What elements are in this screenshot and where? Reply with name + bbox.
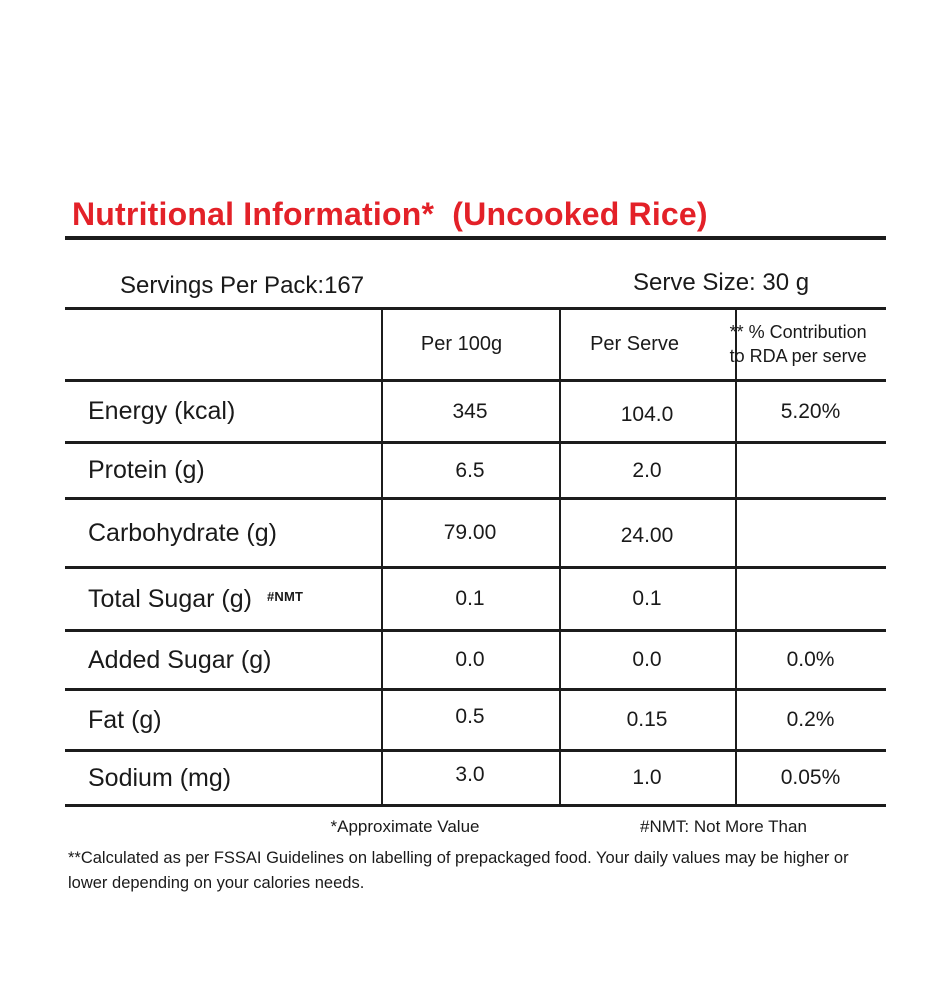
row-label: Added Sugar (g): [88, 645, 272, 674]
table-line-top: [65, 307, 886, 310]
table-line: [65, 379, 886, 382]
column-divider: [559, 307, 561, 807]
table-line: [65, 441, 886, 444]
value-per-100g: 0.5: [455, 705, 485, 728]
value-rda: 0.0%: [786, 648, 835, 671]
value-per-serve: 0.15: [626, 708, 668, 731]
header-rda-contribution: ** % Contribution to RDA per serve: [729, 321, 867, 366]
footnote-nmt: #NMT: Not More Than: [640, 817, 807, 836]
servings-per-pack: Servings Per Pack:167: [120, 272, 365, 299]
value-per-serve: 2.0: [632, 458, 662, 482]
value-per-100g: 6.5: [455, 458, 485, 482]
table-row-energy: Energy (kcal) 345 104.0 5.20%: [65, 382, 886, 441]
value-rda: 0.2%: [786, 708, 835, 731]
value-per-100g: 345: [452, 399, 488, 423]
value-per-100g: 3.0: [455, 763, 485, 786]
footnote-approximate-value: *Approximate Value: [330, 817, 480, 836]
table-row-sodium: Sodium (mg) 3.0 1.0 0.05%: [65, 752, 886, 804]
value-per-100g: 0.0: [455, 648, 485, 671]
header-per-serve: Per Serve: [590, 333, 679, 355]
table-line: [65, 566, 886, 569]
row-label: Sodium (mg): [88, 763, 232, 792]
value-per-100g: 79.00: [443, 521, 497, 544]
serve-size: Serve Size: 30 g: [633, 269, 810, 296]
table-row-protein: Protein (g) 6.5 2.0: [65, 444, 886, 497]
table-row-carbohydrate: Carbohydrate (g) 79.00 24.00: [65, 500, 886, 566]
row-label: Fat (g): [88, 705, 162, 734]
value-per-100g: 0.1: [455, 587, 485, 610]
page-title: Nutritional Information* (Uncooked Rice): [72, 196, 708, 232]
header-per-100g: Per 100g: [420, 333, 503, 355]
table-line-bottom: [65, 804, 886, 807]
footnote-fssai: **Calculated as per FSSAI Guidelines on …: [68, 849, 849, 892]
value-rda: 5.20%: [780, 399, 841, 423]
value-per-serve: 24.00: [620, 524, 674, 547]
value-rda: 0.05%: [780, 766, 841, 789]
table-line: [65, 629, 886, 632]
value-per-serve: 0.1: [632, 587, 662, 610]
row-label: Energy (kcal): [88, 397, 236, 425]
column-divider: [381, 307, 383, 807]
title-divider: [65, 236, 886, 240]
value-per-serve: 0.0: [632, 648, 662, 671]
table-line: [65, 749, 886, 752]
row-label: Carbohydrate (g): [88, 518, 277, 547]
row-label-text: Total Sugar (g): [88, 584, 252, 613]
row-label: Protein (g): [88, 456, 205, 484]
table-row-total-sugar: Total Sugar (g) #NMT 0.1 0.1: [65, 569, 886, 629]
value-per-serve: 104.0: [620, 402, 674, 426]
value-per-serve: 1.0: [632, 766, 662, 789]
column-divider: [735, 307, 737, 807]
table-row-fat: Fat (g) 0.5 0.15 0.2%: [65, 691, 886, 749]
table-line: [65, 688, 886, 691]
table-row-added-sugar: Added Sugar (g) 0.0 0.0 0.0%: [65, 632, 886, 688]
nutrition-table: Per 100g Per Serve ** % Contribution to …: [65, 307, 886, 807]
nmt-marker: #NMT: [266, 588, 304, 604]
row-label: Total Sugar (g) #NMT: [65, 585, 381, 614]
table-line: [65, 497, 886, 500]
table-header-row: Per 100g Per Serve ** % Contribution to …: [65, 310, 886, 379]
